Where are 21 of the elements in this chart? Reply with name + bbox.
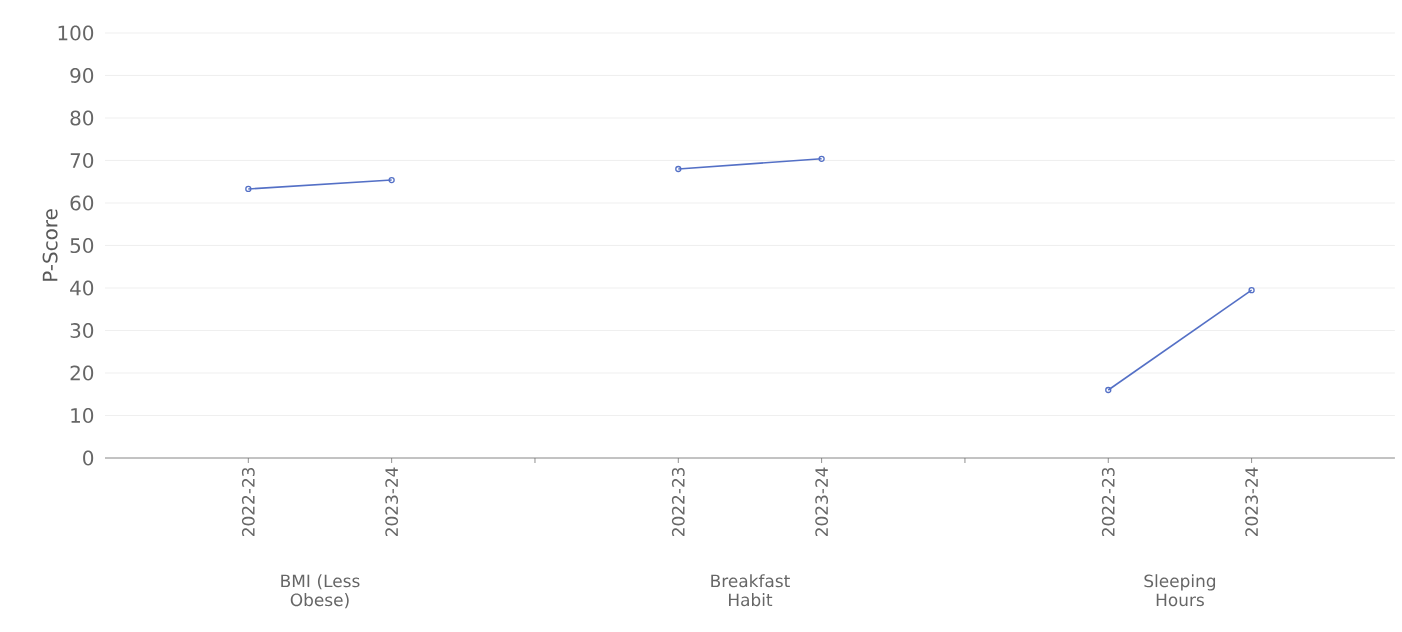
text: BMI (Less Obese) xyxy=(281,574,360,609)
y-tick-label: 50 xyxy=(70,237,94,254)
y-tick-label: 90 xyxy=(70,67,94,84)
y-tick-label: 30 xyxy=(70,322,94,339)
y-tick-label: 0 xyxy=(83,450,94,466)
y-axis-title: P-Score xyxy=(42,209,58,281)
text: Breakfast Habit xyxy=(711,574,790,607)
text: Sleeping Hours xyxy=(1144,574,1216,607)
x-tick-label: 2023-24 xyxy=(815,467,829,537)
x-tick-label: 2022-23 xyxy=(241,467,255,537)
y-tick-label: 20 xyxy=(70,365,94,381)
y-tick-label: 70 xyxy=(70,152,94,169)
y-tick-label: 10 xyxy=(71,407,94,424)
x-tick-label: 2022-23 xyxy=(1101,467,1115,537)
y-tick-label: 60 xyxy=(70,195,94,211)
x-tick-label: 2022-23 xyxy=(671,467,685,537)
x-tick-label: 2023-24 xyxy=(385,467,399,537)
y-tick-label: 100 xyxy=(58,25,94,41)
x-tick-label: 2023-24 xyxy=(1245,467,1258,537)
y-tick-label: 80 xyxy=(70,110,94,126)
y-tick-label: 40 xyxy=(70,280,94,296)
